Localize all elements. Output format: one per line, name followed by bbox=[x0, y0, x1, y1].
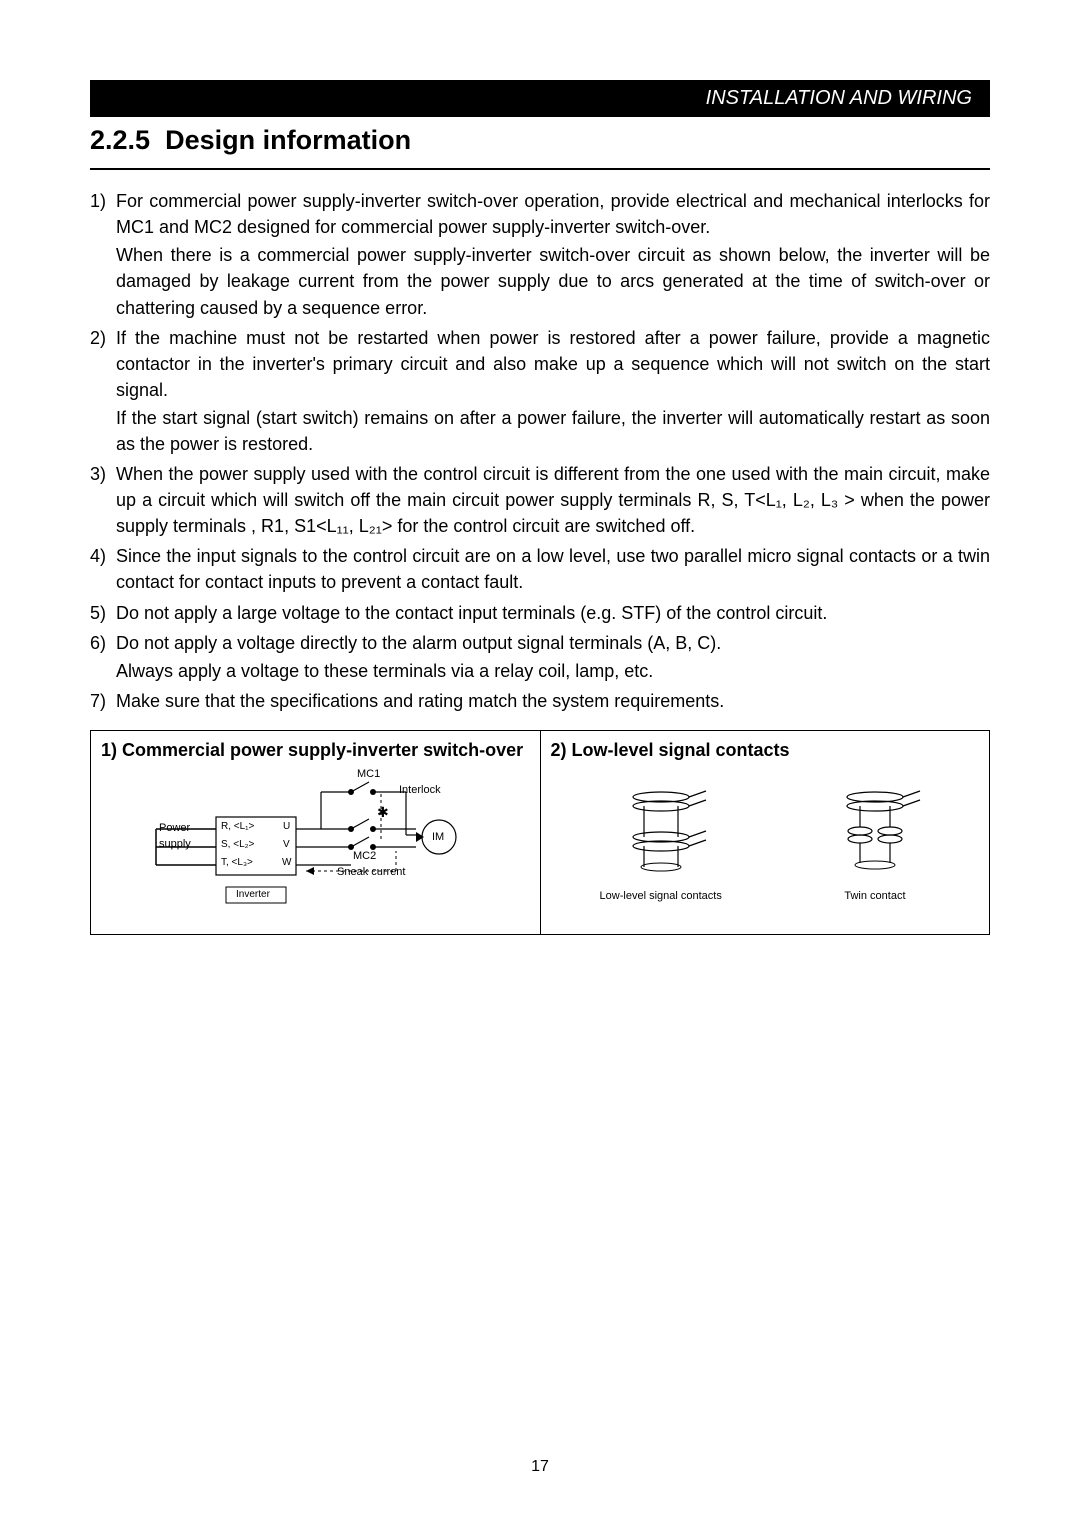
contact-left-svg bbox=[606, 779, 716, 874]
section-title: 2.2.5 Design information bbox=[90, 121, 990, 170]
item-number: 2) bbox=[90, 325, 116, 459]
item-body: Do not apply a voltage directly to the a… bbox=[116, 630, 990, 686]
item-number: 7) bbox=[90, 688, 116, 716]
item-number: 1) bbox=[90, 188, 116, 322]
label-t: T, <L₃> bbox=[221, 856, 253, 871]
section-number: 2.2.5 bbox=[90, 125, 150, 155]
label-v: V bbox=[283, 838, 290, 853]
contact-left-caption: Low-level signal contacts bbox=[600, 889, 722, 905]
item-paragraph: Make sure that the specifications and ra… bbox=[116, 688, 990, 714]
contact-right-caption: Twin contact bbox=[820, 889, 930, 905]
label-u: U bbox=[283, 820, 290, 835]
label-mc1: MC1 bbox=[357, 767, 380, 783]
diagram-left-title: 1) Commercial power supply-inverter swit… bbox=[101, 737, 530, 769]
header-band: INSTALLATION AND WIRING bbox=[90, 80, 990, 117]
label-interlock: Interlock bbox=[399, 783, 441, 799]
label-im: IM bbox=[432, 830, 444, 846]
label-r: R, <L₁> bbox=[221, 820, 254, 835]
item-number: 4) bbox=[90, 543, 116, 597]
label-w: W bbox=[282, 856, 291, 871]
list-item: 2)If the machine must not be restarted w… bbox=[90, 325, 990, 459]
label-s: S, <L₂> bbox=[221, 838, 254, 853]
page-number: 17 bbox=[0, 1455, 1080, 1478]
section-heading: Design information bbox=[165, 125, 411, 155]
contact-right-svg bbox=[820, 779, 930, 874]
list-item: 1)For commercial power supply-inverter s… bbox=[90, 188, 990, 322]
diagram-cell-left: 1) Commercial power supply-inverter swit… bbox=[91, 730, 541, 934]
list-item: 5)Do not apply a large voltage to the co… bbox=[90, 600, 990, 628]
content-list: 1)For commercial power supply-inverter s… bbox=[90, 188, 990, 716]
diagram-table: 1) Commercial power supply-inverter swit… bbox=[90, 730, 990, 935]
item-body: Do not apply a large voltage to the cont… bbox=[116, 600, 990, 628]
diagram-right-area: Low-level signal contacts bbox=[551, 769, 980, 924]
item-paragraph: If the start signal (start switch) remai… bbox=[116, 405, 990, 457]
header-text: INSTALLATION AND WIRING bbox=[706, 87, 972, 109]
item-body: If the machine must not be restarted whe… bbox=[116, 325, 990, 459]
svg-text:✱: ✱ bbox=[377, 804, 389, 820]
diagram-cell-right: 2) Low-level signal contacts bbox=[540, 730, 990, 934]
label-inverter: Inverter bbox=[236, 888, 270, 903]
item-paragraph: When there is a commercial power supply-… bbox=[116, 242, 990, 320]
item-number: 6) bbox=[90, 630, 116, 686]
item-paragraph: Always apply a voltage to these terminal… bbox=[116, 658, 990, 684]
list-item: 3)When the power supply used with the co… bbox=[90, 461, 990, 541]
item-body: Make sure that the specifications and ra… bbox=[116, 688, 990, 716]
label-sneak-current: Sneak current bbox=[337, 865, 405, 881]
item-paragraph: For commercial power supply-inverter swi… bbox=[116, 188, 990, 240]
item-number: 5) bbox=[90, 600, 116, 628]
contact-left-group: Low-level signal contacts bbox=[600, 779, 722, 905]
contact-right-group: Twin contact bbox=[820, 779, 930, 905]
diagram-right-title: 2) Low-level signal contacts bbox=[551, 737, 980, 769]
list-item: 4)Since the input signals to the control… bbox=[90, 543, 990, 597]
item-body: When the power supply used with the cont… bbox=[116, 461, 990, 541]
item-body: For commercial power supply-inverter swi… bbox=[116, 188, 990, 322]
item-body: Since the input signals to the control c… bbox=[116, 543, 990, 597]
item-paragraph: When the power supply used with the cont… bbox=[116, 461, 990, 539]
item-paragraph: Do not apply a voltage directly to the a… bbox=[116, 630, 990, 656]
diagram-left-area: ✱ bbox=[101, 769, 530, 924]
list-item: 6)Do not apply a voltage directly to the… bbox=[90, 630, 990, 686]
item-paragraph: If the machine must not be restarted whe… bbox=[116, 325, 990, 403]
item-number: 3) bbox=[90, 461, 116, 541]
label-mc2: MC2 bbox=[353, 849, 376, 865]
label-power-supply: Power supply bbox=[159, 821, 191, 853]
list-item: 7)Make sure that the specifications and … bbox=[90, 688, 990, 716]
item-paragraph: Since the input signals to the control c… bbox=[116, 543, 990, 595]
item-paragraph: Do not apply a large voltage to the cont… bbox=[116, 600, 990, 626]
